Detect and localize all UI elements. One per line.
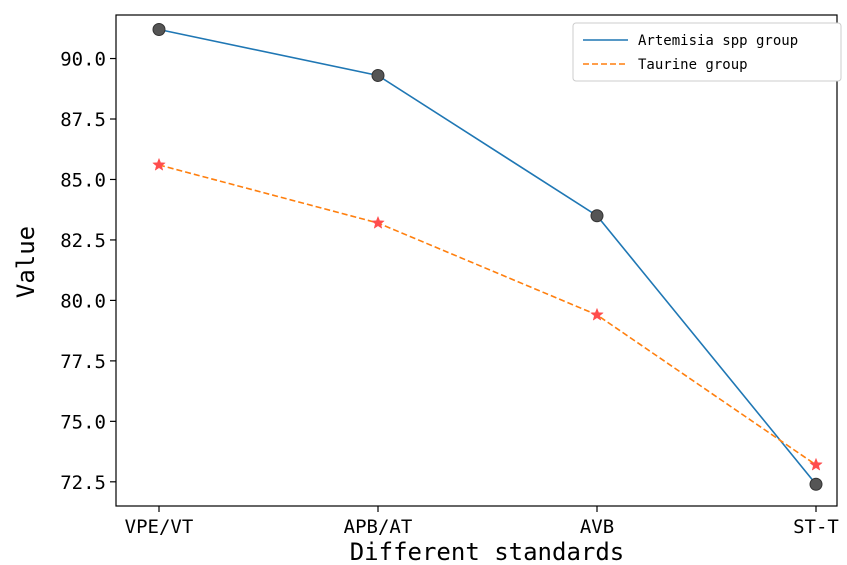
- y-tick-label: 85.0: [60, 169, 106, 191]
- axes: 72.5 75.0 77.5 80.0 82.5 85.0 87.5 90.0 VPE/VT AP…: [60, 15, 839, 538]
- series-line-taurine: [159, 165, 816, 465]
- y-tick-label: 80.0: [60, 290, 106, 312]
- x-tick-label: ST-T: [793, 516, 839, 538]
- x-axis-title: Different standards: [350, 538, 625, 565]
- data-point-taurine: [372, 217, 384, 229]
- legend: Artemisia spp group Taurine group: [573, 23, 841, 81]
- y-tick-label: 75.0: [60, 411, 106, 433]
- data-point-artemisia: [372, 69, 384, 81]
- y-axis-title: Value: [12, 226, 40, 298]
- legend-label-artemisia: Artemisia spp group: [638, 33, 798, 49]
- x-tick-label: AVB: [580, 516, 614, 538]
- data-point-taurine: [153, 158, 165, 170]
- data-point-taurine: [810, 458, 822, 470]
- y-tick-label: 77.5: [60, 351, 106, 373]
- x-tick-label: VPE/VT: [125, 516, 194, 538]
- y-tick-label: 72.5: [60, 472, 106, 494]
- plot-area: [153, 24, 822, 491]
- y-tick-label: 87.5: [60, 109, 106, 131]
- axes-frame: [116, 15, 837, 506]
- data-point-artemisia: [153, 24, 165, 36]
- legend-label-taurine: Taurine group: [638, 57, 748, 73]
- x-tick-label: APB/AT: [344, 516, 413, 538]
- series-line-artemisia: [159, 30, 816, 485]
- data-point-artemisia: [591, 210, 603, 222]
- data-point-artemisia: [810, 478, 822, 490]
- y-tick-label: 82.5: [60, 230, 106, 252]
- y-tick-label: 90.0: [60, 49, 106, 71]
